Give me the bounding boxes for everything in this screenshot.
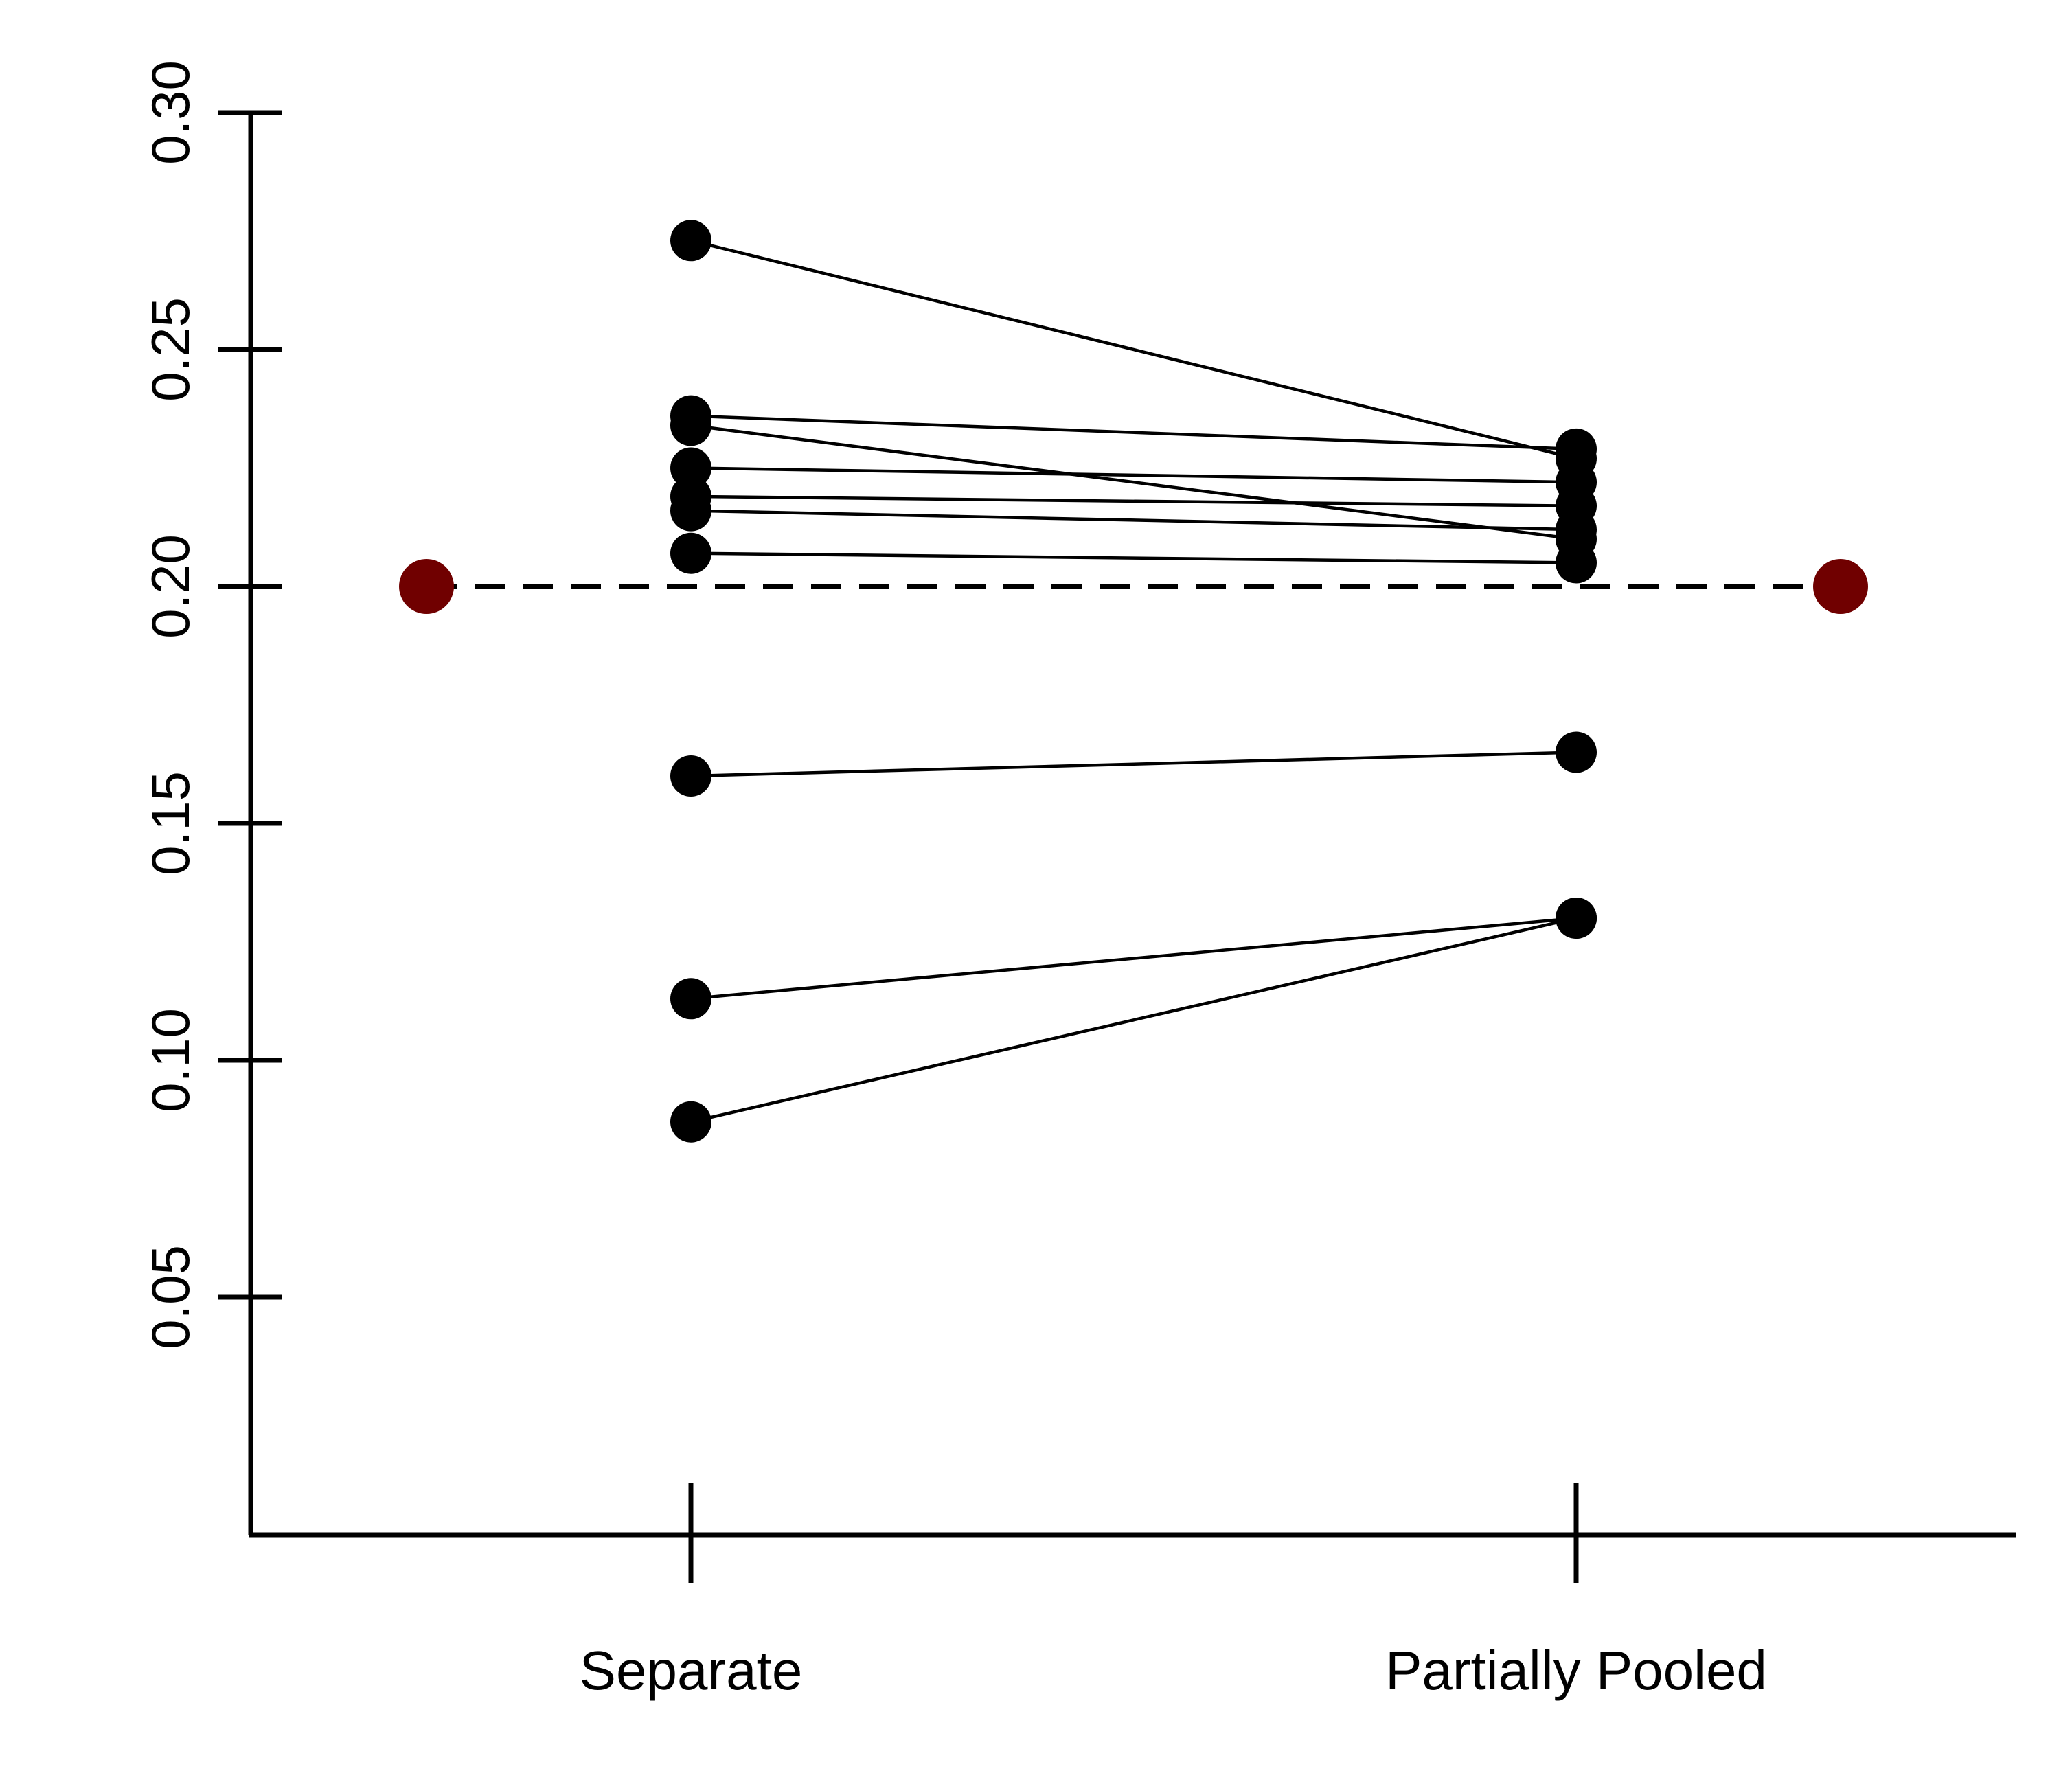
y-tick-label: 0.05 xyxy=(140,1245,201,1349)
separate-point xyxy=(670,755,711,797)
separate-point xyxy=(670,533,711,574)
y-tick-label: 0.25 xyxy=(140,297,201,402)
series-lines xyxy=(691,240,1576,1121)
reference-point-left xyxy=(399,559,454,614)
pair-line xyxy=(691,753,1576,777)
pooled-point xyxy=(1556,898,1597,939)
pair-line xyxy=(691,511,1576,530)
pair-line xyxy=(691,425,1576,539)
pooled-point xyxy=(1556,732,1597,773)
reference-line-group xyxy=(399,559,1868,614)
series-points xyxy=(670,220,1597,1142)
x-tick-label: Partially Pooled xyxy=(1385,1640,1767,1701)
pooled-point xyxy=(1556,542,1597,584)
separate-point xyxy=(670,978,711,1019)
axes xyxy=(218,111,2016,1583)
y-tick-label: 0.10 xyxy=(140,1008,201,1112)
separate-point xyxy=(670,404,711,446)
pair-line xyxy=(691,468,1576,483)
y-tick-label: 0.15 xyxy=(140,771,201,876)
x-tick-label: Separate xyxy=(580,1640,803,1701)
pair-line xyxy=(691,240,1576,458)
separate-point xyxy=(670,1101,711,1143)
y-tick-label: 0.20 xyxy=(140,534,201,639)
pair-line xyxy=(691,553,1576,563)
y-tick-label: 0.30 xyxy=(140,60,201,165)
separate-point xyxy=(670,220,711,261)
pair-line xyxy=(691,416,1576,449)
pair-line xyxy=(691,496,1576,506)
reference-point-right xyxy=(1813,559,1868,614)
pair-line xyxy=(691,918,1576,998)
separate-point xyxy=(670,490,711,532)
pair-line xyxy=(691,918,1576,1122)
